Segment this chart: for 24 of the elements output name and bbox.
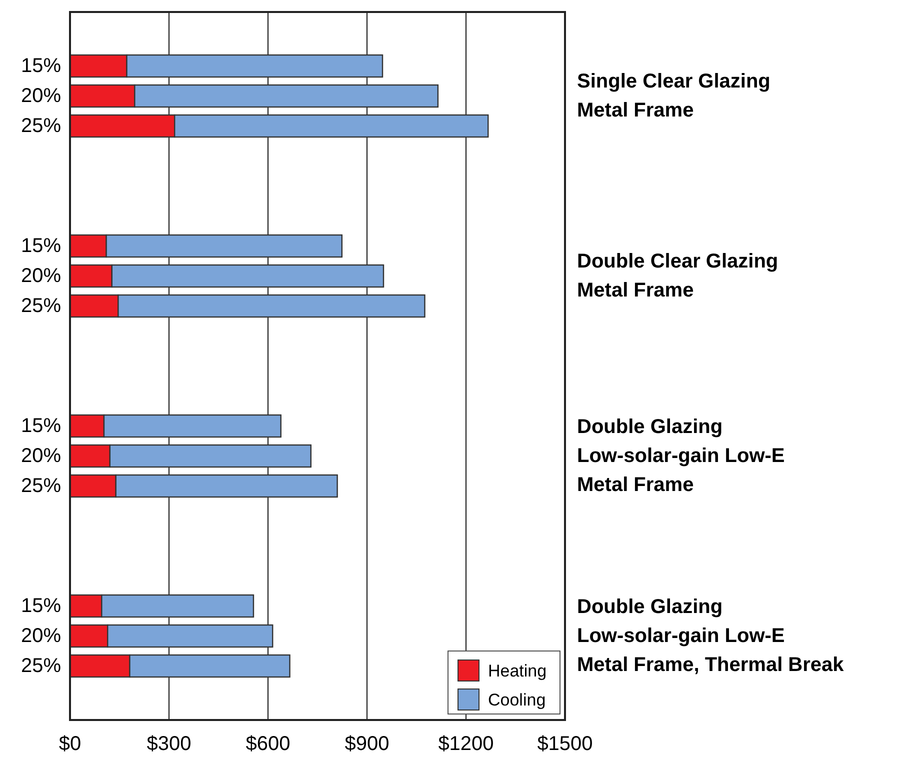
x-tick-label: $0 [58, 733, 82, 755]
y-tick-label: 25% [20, 115, 62, 137]
text: Double Glazing Low-solar-gain Low-E Metal Frame [577, 416, 785, 496]
y-tick-label: 15% [20, 595, 62, 617]
y-tick-label: 20% [20, 85, 62, 107]
x-tick-label: $1500 [537, 733, 593, 755]
x-tick-label: $1200 [438, 733, 494, 755]
y-tick-label: 25% [20, 655, 62, 677]
y-tick-label: 25% [20, 295, 62, 317]
legend-label: Cooling [488, 690, 546, 710]
y-tick-label: 25% [20, 475, 62, 497]
legend-label: Heating [488, 662, 547, 680]
x-tick-label: $900 [344, 733, 390, 755]
text: Double Glazing Low-solar-gain Low-E Metal Frame, Thermal Break [577, 596, 845, 676]
y-tick-label: 15% [20, 55, 62, 77]
y-tick-label: 20% [20, 265, 62, 287]
text: Single Clear Glazing Metal Frame [577, 70, 770, 122]
x-tick-label: $300 [146, 733, 192, 755]
y-tick-label: 15% [20, 415, 62, 437]
y-tick-label: 20% [20, 625, 62, 647]
y-tick-label: 20% [20, 445, 62, 467]
x-tick-label: $600 [246, 733, 290, 755]
y-tick-label: 15% [20, 235, 62, 257]
text: Double Clear Glazing Metal Frame [577, 250, 778, 302]
